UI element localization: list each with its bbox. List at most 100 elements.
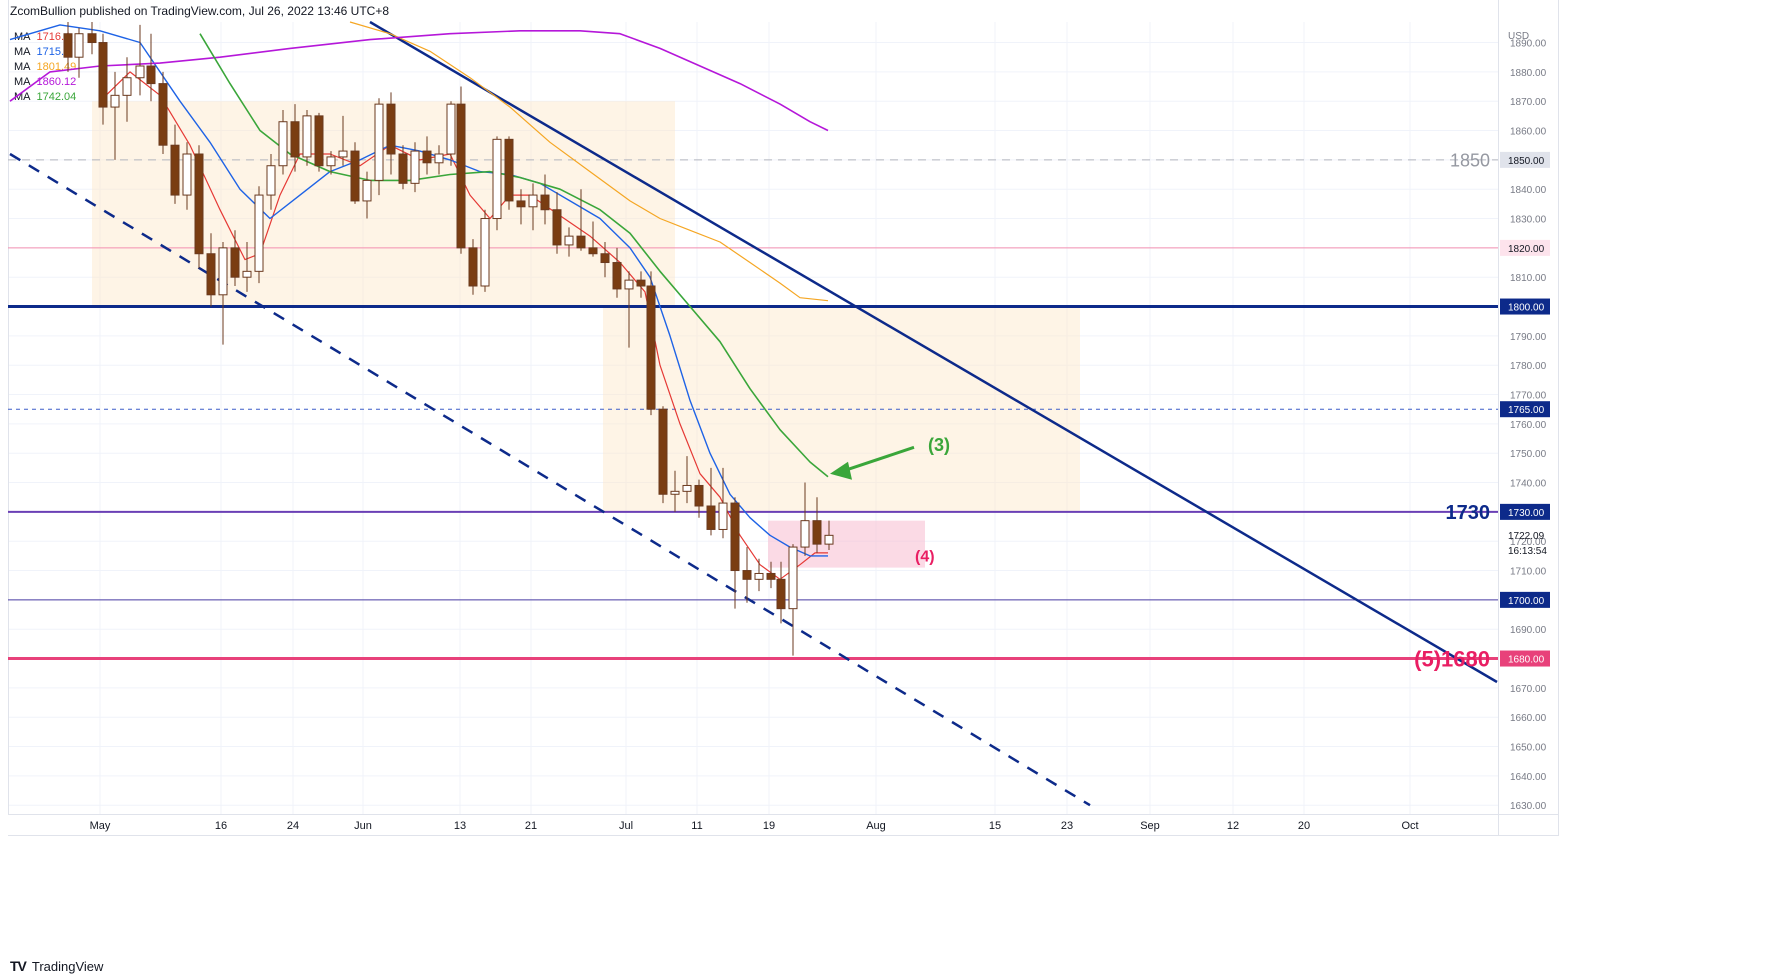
time-tick-label: Jul (619, 820, 633, 832)
tradingview-logo-icon: TV (10, 958, 27, 974)
candle (374, 98, 384, 196)
price-tick-label: 1840.00 (1510, 185, 1547, 196)
candle-body (350, 150, 360, 202)
candle-body (824, 534, 834, 545)
candle-body (456, 103, 466, 249)
candle-body (194, 153, 204, 255)
price-tick-label: 1650.00 (1510, 743, 1547, 754)
price-tick-label: 1710.00 (1510, 567, 1547, 578)
candle-body (776, 578, 786, 610)
candle (776, 561, 786, 624)
price-label: 1800.00 (1508, 303, 1545, 314)
price-tick-label: 1760.00 (1510, 420, 1547, 431)
candle-body (230, 247, 240, 278)
ma-legend-value: 1742.04 (36, 91, 77, 103)
time-axis: May 16 24 Jun 13 21 Jul 11 19 Aug 15 23 Sep 12 20 Oct (90, 820, 1419, 832)
candle (254, 186, 264, 284)
candle (434, 145, 444, 175)
candle-body (110, 94, 120, 108)
candle (146, 33, 156, 102)
candle-body (588, 247, 598, 255)
price-axis: 1630.00 1640.00 1650.00 1660.00 1670.00 1690.… (1500, 31, 1550, 812)
candle-body (182, 153, 192, 196)
candle-body (135, 65, 145, 79)
price-chart[interactable]: 1850 1730 (5)1680 (3) (4) 1630.00 1640.00 1650… (0, 0, 1767, 955)
price-tick-label: 1740.00 (1510, 479, 1547, 490)
candle (788, 544, 798, 656)
price-tick-label: 1640.00 (1510, 772, 1547, 783)
candle (636, 271, 646, 298)
candle (766, 561, 776, 589)
price-label-bg (1500, 503, 1550, 520)
moving-average-legend: MA 1716.4 MA 1715.4 MA 1801.49 MA 1860.12 MA 1742… (14, 30, 76, 105)
candle (718, 467, 728, 539)
candle-body (98, 42, 108, 108)
time-tick-label: 24 (287, 820, 299, 832)
candle-body (122, 77, 132, 96)
price-axis-border (1498, 0, 1499, 835)
candle-body (800, 520, 810, 548)
candle (800, 482, 810, 556)
candle (694, 479, 704, 518)
footer[interactable]: TV TradingView (10, 958, 103, 974)
candle-body (242, 270, 252, 278)
candle-body (87, 33, 97, 44)
candle (422, 136, 432, 175)
price-label: 16:13:54 (1508, 546, 1547, 557)
candle (492, 136, 502, 231)
candle (122, 57, 132, 122)
price-tick-label: 1880.00 (1510, 68, 1547, 79)
price-tick-label: 1720.00 (1510, 537, 1547, 548)
candle (824, 520, 834, 550)
ma-legend-row: MA 1716.4 (14, 30, 76, 45)
candle-body (658, 408, 668, 495)
zones (92, 101, 1080, 568)
candle-body (326, 156, 336, 167)
time-tick-label: 15 (989, 820, 1001, 832)
candle (468, 239, 478, 295)
candle (87, 22, 97, 55)
price-label: 1722.09 (1508, 531, 1545, 542)
candle (206, 233, 216, 307)
candle (194, 145, 204, 269)
candle (682, 456, 692, 504)
candle-body (552, 209, 562, 246)
ma-legend-value: 1715.4 (36, 46, 71, 58)
candle-body (718, 502, 728, 530)
ma-legend-label: MA (14, 76, 31, 88)
candle (182, 142, 192, 210)
candle-body (218, 247, 228, 296)
candle (362, 171, 372, 219)
candle (624, 271, 634, 348)
price-label-bg (1500, 591, 1550, 608)
time-axis-border (8, 835, 1559, 836)
candle-body (576, 235, 586, 249)
candle (350, 142, 360, 204)
candle (266, 154, 276, 210)
price-tick-label: 1870.00 (1510, 97, 1547, 108)
price-tick-label: 1790.00 (1510, 332, 1547, 343)
ma-legend-value: 1860.12 (36, 76, 77, 88)
price-label-bg (1500, 151, 1550, 168)
candle-body (766, 572, 776, 580)
price-tick-label: 1630.00 (1510, 801, 1547, 812)
time-tick-label: 11 (691, 820, 702, 832)
candle-body (254, 194, 264, 272)
candle-body (398, 153, 408, 184)
price-label-bg (1500, 298, 1550, 315)
candle-body (624, 279, 634, 290)
arrow-shaft (843, 445, 915, 473)
time-tick-label: Sep (1140, 820, 1160, 832)
price-tick-label: 1670.00 (1510, 684, 1547, 695)
candle (730, 497, 740, 609)
candle-body (170, 144, 180, 196)
candle (812, 497, 822, 553)
ma-legend-row: MA 1742.04 (14, 90, 76, 105)
candle (386, 92, 396, 175)
candle-body (694, 484, 704, 507)
candle-body (302, 115, 312, 158)
candle-body (434, 153, 444, 164)
publisher-header: ZcomBullion published on TradingView.com… (10, 4, 390, 18)
chart-annotation: 1730 (1446, 502, 1491, 524)
candle (410, 142, 420, 193)
